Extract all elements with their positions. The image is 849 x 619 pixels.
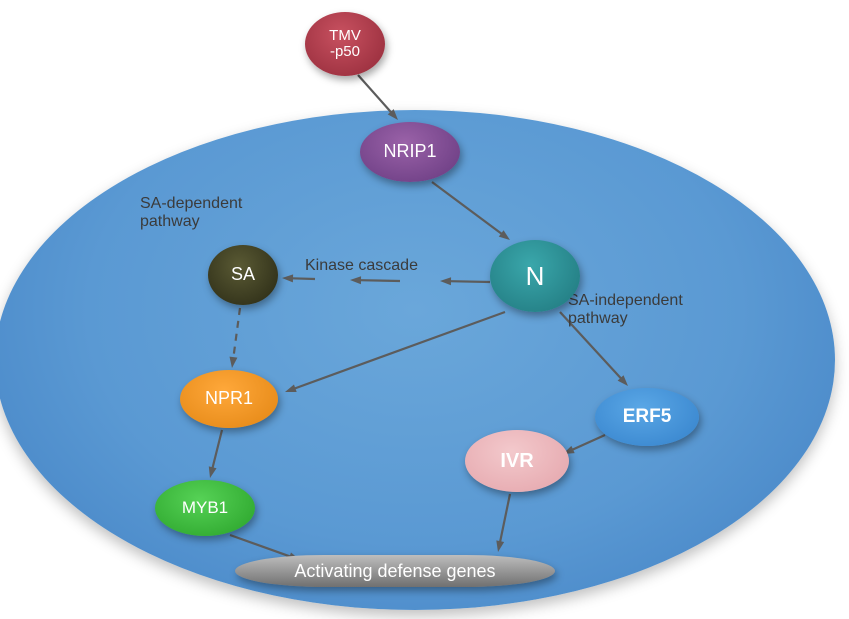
node-label: TMV -p50 <box>329 28 361 61</box>
node-sa: SA <box>208 245 278 305</box>
node-tmv-p50: TMV -p50 <box>305 12 385 76</box>
node-label: N <box>526 262 545 291</box>
node-myb1: MYB1 <box>155 480 255 536</box>
node-label: ERF5 <box>623 407 672 428</box>
node-label: NPR1 <box>205 389 253 409</box>
node-nrip1: NRIP1 <box>360 122 460 182</box>
label-sa-independent: SA-independent pathway <box>568 292 683 328</box>
node-n: N <box>490 240 580 312</box>
arrow-tmv-to-nrip1 <box>358 75 391 113</box>
node-ivr: IVR <box>465 430 569 492</box>
node-label: IVR <box>500 450 533 472</box>
label-kinase: Kinase cascade <box>305 257 418 275</box>
diagram-canvas: { "background": { "cell_ellipse": { "cx"… <box>0 0 849 619</box>
node-erf5: ERF5 <box>595 388 699 446</box>
node-label: NRIP1 <box>383 142 436 162</box>
label-sa-dependent: SA-dependent pathway <box>140 195 242 231</box>
node-npr1: NPR1 <box>180 370 278 428</box>
node-label: MYB1 <box>182 499 228 518</box>
bar-label: Activating defense genes <box>294 561 495 582</box>
bar-defense-genes: Activating defense genes <box>235 555 555 587</box>
cell-ellipse <box>0 110 835 610</box>
node-label: SA <box>231 265 255 285</box>
